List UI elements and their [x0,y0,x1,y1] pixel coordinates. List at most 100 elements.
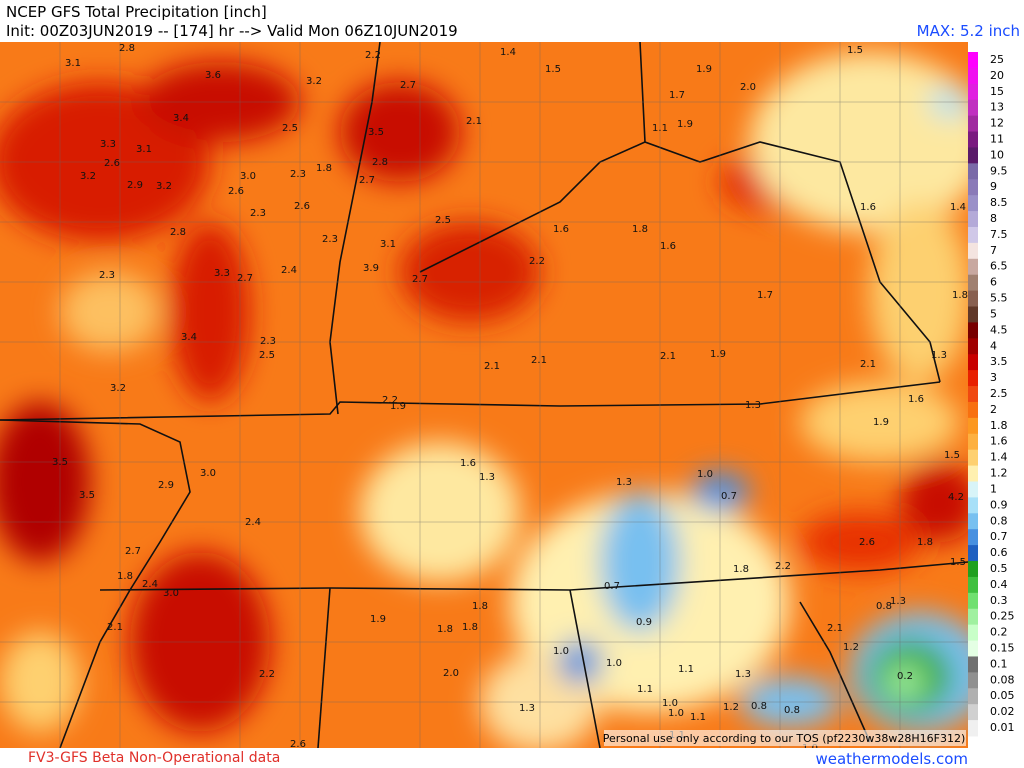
color-label: 3.5 [990,355,1008,368]
precip-label: 0.8 [784,705,800,716]
precip-label: 2.1 [827,623,843,634]
precip-label: 2.9 [127,180,143,191]
color-swatch [968,513,978,530]
color-label: 25 [990,53,1004,66]
color-label: 0.01 [990,721,1015,734]
precip-label: 1.9 [710,349,726,360]
color-label: 9.5 [990,164,1008,177]
color-swatch [968,67,978,85]
precip-label: 1.8 [117,571,133,582]
precip-label: 1.5 [847,45,863,56]
precip-label: 3.2 [156,181,172,192]
color-swatch [968,386,978,403]
color-label: 0.1 [990,657,1008,670]
precip-label: 3.3 [100,139,116,150]
precip-label: 3.5 [368,127,384,138]
precip-label: 1.7 [757,290,773,301]
color-label: 20 [990,69,1004,82]
precip-label: 2.2 [382,395,398,406]
color-label: 0.8 [990,514,1008,527]
precip-label: 2.6 [228,186,244,197]
color-swatch [968,401,978,419]
color-label: 1.6 [990,435,1008,448]
precip-label: 2.7 [412,274,428,285]
color-label: 13 [990,101,1004,114]
color-swatch [968,274,978,292]
color-label: 4 [990,339,997,352]
precip-label: 1.8 [472,601,488,612]
precip-label: 1.0 [553,646,569,657]
color-swatch [968,131,978,148]
precip-label: 2.1 [660,351,676,362]
color-label: 4.5 [990,323,1008,336]
color-label: 5.5 [990,292,1008,305]
precip-label: 2.6 [290,739,306,748]
color-swatch [968,497,978,514]
precip-label: 2.2 [529,256,545,267]
precip-label: 2.1 [531,355,547,366]
map: 3.1 2.8 3.6 3.2 2.2 2.7 1.4 1.5 1.5 1.9 2.0 1.7 3.4 2… [0,42,968,748]
precip-label: 1.3 [616,477,632,488]
precip-label: 1.1 [637,684,653,695]
disclaimer: Personal use only according to our TOS (… [603,732,966,745]
precip-label: 2.9 [158,480,174,491]
precip-label: 2.7 [359,175,375,186]
precip-label: 2.2 [365,50,381,61]
color-label: 1.8 [990,419,1008,432]
color-label: 0.2 [990,626,1008,639]
precip-label: 1.1 [652,123,668,134]
precip-label: 1.9 [370,614,386,625]
precip-label: 1.8 [437,624,453,635]
color-label: 0.05 [990,689,1015,702]
color-swatch [968,624,978,642]
color-label: 1 [990,482,997,495]
precip-label: 2.1 [107,622,123,633]
precip-label: 3.2 [80,171,96,182]
color-swatch [968,99,978,117]
color-label: 0.08 [990,673,1015,686]
precip-label: 1.3 [745,400,761,411]
precip-label: 2.3 [99,270,115,281]
precip-label: 1.0 [697,469,713,480]
color-label: 6 [990,276,997,289]
precip-label: 2.6 [859,537,875,548]
precip-label: 0.7 [604,581,620,592]
precip-label: 2.8 [119,43,135,54]
precip-label: 3.2 [306,76,322,87]
color-swatch [968,195,978,212]
color-label: 0.4 [990,578,1008,591]
color-swatch [968,322,978,339]
precip-label: 1.4 [500,47,516,58]
color-swatch [968,211,978,228]
color-swatch [968,370,978,387]
precip-label: 2.4 [281,265,297,276]
color-label: 8 [990,212,997,225]
precip-label: 1.9 [696,64,712,75]
color-swatch [968,465,978,482]
precip-label: 1.9 [677,119,693,130]
precip-label: 2.2 [775,561,791,572]
color-label: 1.4 [990,451,1008,464]
precip-label: 1.0 [606,658,622,669]
precip-label: 1.4 [950,202,966,213]
precip-label: 2.8 [170,227,186,238]
color-label: 2.5 [990,387,1008,400]
precip-label: 2.5 [259,350,275,361]
precip-label: 3.4 [173,113,189,124]
color-swatch [968,242,978,260]
color-label: 6.5 [990,260,1008,273]
color-swatch [968,52,978,69]
color-label: 5 [990,307,997,320]
precip-label: 1.3 [931,350,947,361]
colorbar: 252015131211109.598.587.576.565.554.543.… [968,52,1015,737]
color-label: 3 [990,371,997,384]
precip-label: 2.3 [322,234,338,245]
color-label: 0.02 [990,705,1015,718]
color-swatch [968,433,978,451]
precip-label: 0.8 [876,601,892,612]
precip-label: 1.6 [860,202,876,213]
color-swatch [968,576,978,594]
precip-label: 1.8 [632,224,648,235]
precip-label: 1.3 [519,703,535,714]
precip-label: 0.9 [636,617,652,628]
